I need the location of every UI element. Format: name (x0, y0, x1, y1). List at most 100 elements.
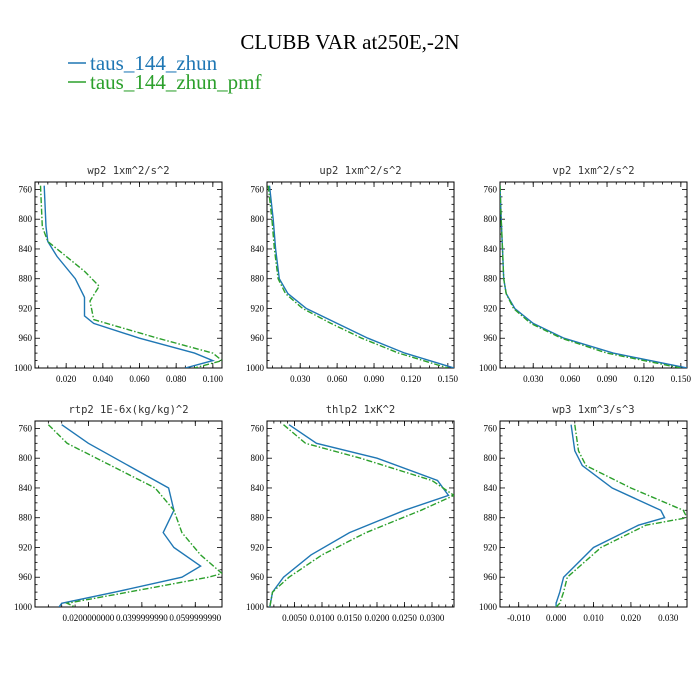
series-line-taus-144-zhun-pmf (267, 185, 449, 368)
y-tick-label: 800 (19, 214, 33, 224)
plot-frame (34, 181, 223, 369)
panel-title: rtp2 1E-6x(kg/kg)^2 (68, 404, 188, 416)
y-tick-label: 800 (19, 453, 33, 463)
legend-label-zhun-pmf: taus_144_zhun_pmf (90, 70, 261, 94)
x-tick-label: 0.150 (671, 374, 692, 384)
y-tick-label: 920 (251, 303, 265, 313)
x-tick-label: 0.100 (203, 374, 224, 384)
legend: taus_144_zhun taus_144_zhun_pmf (68, 51, 261, 94)
y-tick-label: 760 (19, 184, 33, 194)
y-tick-label: 1000 (479, 363, 498, 373)
x-tick-label: 0.000 (546, 613, 567, 623)
panel-4: rtp2 1E-6x(kg/kg)^2 760 800 840 880 920 960 100… (14, 404, 223, 623)
x-tick-label: 0.0150 (337, 613, 362, 623)
y-tick-label: 760 (251, 423, 265, 433)
legend-label-zhun: taus_144_zhun (90, 51, 218, 75)
x-tick-label: 0.010 (583, 613, 604, 623)
y-tick-label: 960 (251, 333, 265, 343)
series-line-taus-144-zhun (268, 185, 454, 368)
x-tick-label: 0.090 (364, 374, 385, 384)
x-tick-label: 0.020 (621, 613, 642, 623)
y-tick-label: 840 (484, 483, 498, 493)
x-tick-label: 0.0050 (282, 613, 307, 623)
x-tick-label: 0.080 (166, 374, 187, 384)
plot-frame (499, 420, 688, 608)
series-line-taus-144-zhun-pmf (500, 185, 681, 368)
y-tick-label: 760 (484, 423, 498, 433)
y-tick-label: 920 (484, 303, 498, 313)
panel-3: vp2 1xm^2/s^2 760 800 840 880 920 960 1000 0.030… (479, 165, 691, 384)
y-tick-label: 840 (251, 483, 265, 493)
x-tick-label: 0.020 (56, 374, 77, 384)
y-tick-label: 920 (484, 542, 498, 552)
y-tick-label: 960 (484, 333, 498, 343)
y-tick-label: 880 (484, 513, 498, 523)
y-tick-label: 760 (19, 423, 33, 433)
y-tick-label: 840 (484, 244, 498, 254)
y-tick-label: 840 (19, 483, 33, 493)
x-tick-label: 0.030 (290, 374, 311, 384)
y-tick-label: 880 (251, 274, 265, 284)
x-tick-label: 0.0399999990 (116, 613, 168, 623)
y-tick-label: 960 (484, 572, 498, 582)
series-line-taus-144-zhun-pmf (269, 424, 454, 607)
panel-2: up2 1xm^2/s^2 760 800 840 880 920 960 1000 0.030… (246, 165, 458, 384)
panel-title: wp2 1xm^2/s^2 (87, 165, 169, 177)
x-tick-label: 0.040 (93, 374, 114, 384)
panel-grid: wp2 1xm^2/s^2 760 800 840 880 920 960 1000 0.020… (14, 165, 691, 623)
y-tick-label: 800 (484, 453, 498, 463)
x-tick-label: 0.0599999990 (169, 613, 221, 623)
y-tick-label: 920 (251, 542, 265, 552)
y-tick-label: 960 (19, 572, 33, 582)
y-tick-label: 840 (251, 244, 265, 254)
plot-frame (34, 420, 223, 608)
x-tick-label: 0.0200000000 (63, 613, 115, 623)
plot-frame (499, 181, 688, 369)
y-tick-label: 880 (251, 513, 265, 523)
y-tick-label: 880 (19, 274, 33, 284)
y-tick-label: 920 (19, 303, 33, 313)
panel-title: thlp2 1xK^2 (326, 404, 396, 416)
x-tick-label: 0.030 (658, 613, 679, 623)
y-tick-label: 1000 (14, 602, 33, 612)
x-tick-label: 0.030 (523, 374, 544, 384)
panel-5: thlp2 1xK^2 760 800 840 880 920 960 1000 0.0050 0… (246, 404, 455, 623)
y-tick-label: 880 (484, 274, 498, 284)
y-tick-label: 1000 (479, 602, 498, 612)
x-tick-label: 0.060 (560, 374, 581, 384)
y-tick-label: 960 (19, 333, 33, 343)
y-tick-label: 1000 (246, 602, 265, 612)
panel-1: wp2 1xm^2/s^2 760 800 840 880 920 960 1000 0.020… (14, 165, 223, 384)
x-tick-label: 0.120 (401, 374, 422, 384)
y-tick-label: 1000 (14, 363, 33, 373)
y-tick-label: 880 (19, 513, 33, 523)
panel-6: wp3 1xm^3/s^3 760 800 840 880 920 960 1000 -0.01… (479, 404, 688, 623)
x-tick-label: -0.010 (507, 613, 531, 623)
plot-frame (266, 181, 455, 369)
y-tick-label: 760 (484, 184, 498, 194)
y-tick-label: 1000 (246, 363, 265, 373)
x-tick-label: 0.0200 (365, 613, 390, 623)
series-line-taus-144-zhun-pmf (47, 424, 222, 607)
x-tick-label: 0.060 (129, 374, 150, 384)
panel-title: vp2 1xm^2/s^2 (552, 165, 634, 177)
panel-title: up2 1xm^2/s^2 (319, 165, 401, 177)
series-line-taus-144-zhun (43, 185, 215, 368)
y-tick-label: 800 (251, 453, 265, 463)
x-tick-label: 0.090 (597, 374, 618, 384)
y-tick-label: 800 (484, 214, 498, 224)
y-tick-label: 960 (251, 572, 265, 582)
series-line-taus-144-zhun-pmf (39, 185, 222, 368)
y-tick-label: 920 (19, 542, 33, 552)
x-tick-label: 0.060 (327, 374, 348, 384)
y-tick-label: 800 (251, 214, 265, 224)
y-tick-label: 840 (19, 244, 33, 254)
plot-frame (266, 420, 455, 608)
chart-title: CLUBB VAR at250E,-2N (240, 30, 459, 54)
y-tick-label: 760 (251, 184, 265, 194)
x-tick-label: 0.150 (438, 374, 459, 384)
series-line-taus-144-zhun (58, 424, 202, 607)
series-line-taus-144-zhun-pmf (555, 424, 687, 607)
panel-title: wp3 1xm^3/s^3 (552, 404, 634, 416)
